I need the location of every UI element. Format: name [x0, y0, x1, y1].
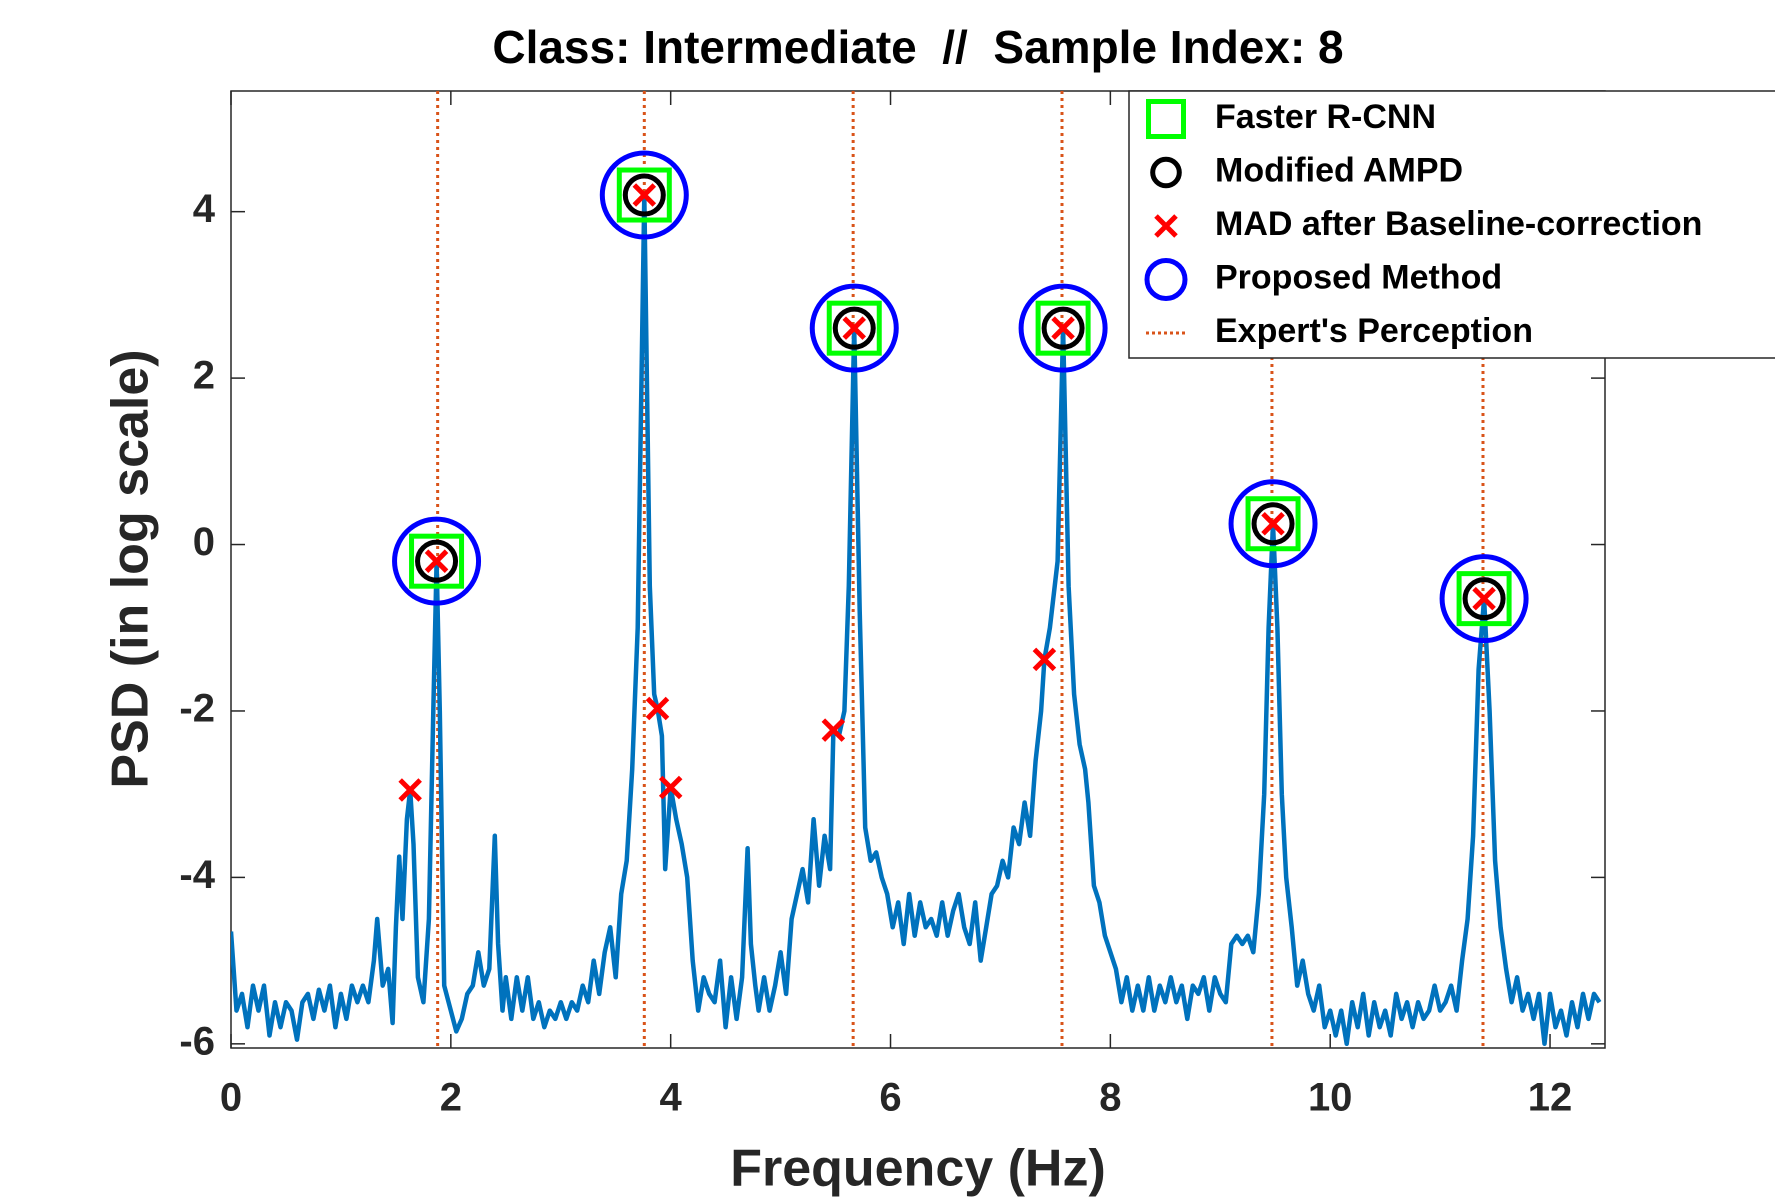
- y-tick-label: -6: [179, 1019, 215, 1063]
- psd-line: [231, 192, 1602, 1047]
- y-tick-label: 2: [193, 354, 215, 398]
- square-marker: [616, 167, 672, 223]
- legend-label: Modified AMPD: [1215, 151, 1463, 189]
- square-marker: [1245, 496, 1301, 552]
- x-tick-label: 0: [220, 1076, 242, 1120]
- x-tick-label: 6: [879, 1076, 901, 1120]
- circle-marker: [1150, 156, 1182, 189]
- x-tick-label: 12: [1528, 1076, 1573, 1120]
- circle-marker: [1041, 306, 1085, 350]
- y-tick-label: 4: [193, 187, 216, 231]
- x-axis-label: Frequency (Hz): [730, 1140, 1106, 1198]
- big-circle-marker: [1228, 479, 1318, 569]
- x-marker: [632, 183, 657, 207]
- x-marker: [821, 718, 846, 742]
- square-marker: [1035, 300, 1091, 356]
- circle-marker: [415, 539, 459, 583]
- square-marker: [1146, 99, 1186, 139]
- chart-title: Class: Intermediate // Sample Index: 8: [492, 21, 1343, 73]
- x-marker: [424, 549, 449, 573]
- legend-box: [1128, 90, 1775, 359]
- big-circle-marker: [809, 283, 899, 373]
- circle-marker: [832, 306, 876, 350]
- y-tick-label: 0: [193, 520, 215, 564]
- y-tick-label: -4: [179, 853, 215, 897]
- circle-marker: [1462, 577, 1506, 621]
- legend-label: MAD after Baseline-correction: [1215, 205, 1702, 243]
- x-tick-label: 8: [1099, 1076, 1121, 1120]
- x-tick-label: 2: [440, 1076, 462, 1120]
- legend-label: Expert's Perception: [1215, 312, 1533, 350]
- big-circle-marker: [392, 516, 482, 606]
- x-marker: [1032, 647, 1057, 672]
- x-marker: [1472, 586, 1496, 611]
- legend: Faster R-CNN Modified AMPD MAD after Basel…: [1128, 90, 1775, 359]
- legend-label: Proposed Method: [1215, 258, 1502, 296]
- x-marker: [658, 775, 683, 800]
- big-circle-marker: [599, 150, 689, 240]
- square-marker: [826, 300, 882, 356]
- circle-marker: [1251, 502, 1295, 546]
- y-axis-label: PSD (in log scale): [102, 349, 160, 788]
- legend-label: Faster R-CNN: [1215, 98, 1436, 136]
- plot-content: [231, 91, 1602, 1048]
- y-tick-label: -2: [179, 687, 215, 731]
- x-marker: [1154, 214, 1178, 238]
- x-marker: [645, 696, 670, 721]
- x-marker: [398, 778, 422, 802]
- x-marker: [842, 316, 867, 340]
- circle-marker: [622, 173, 666, 217]
- big-circle-marker: [1439, 554, 1529, 644]
- x-marker: [1261, 511, 1285, 536]
- big-circle-marker: [1144, 258, 1188, 301]
- x-marker: [1051, 316, 1075, 340]
- square-marker: [1456, 571, 1512, 627]
- x-tick-label: 4: [660, 1076, 683, 1120]
- x-tick-label: 10: [1308, 1076, 1353, 1120]
- square-marker: [409, 533, 465, 589]
- big-circle-marker: [1018, 283, 1108, 373]
